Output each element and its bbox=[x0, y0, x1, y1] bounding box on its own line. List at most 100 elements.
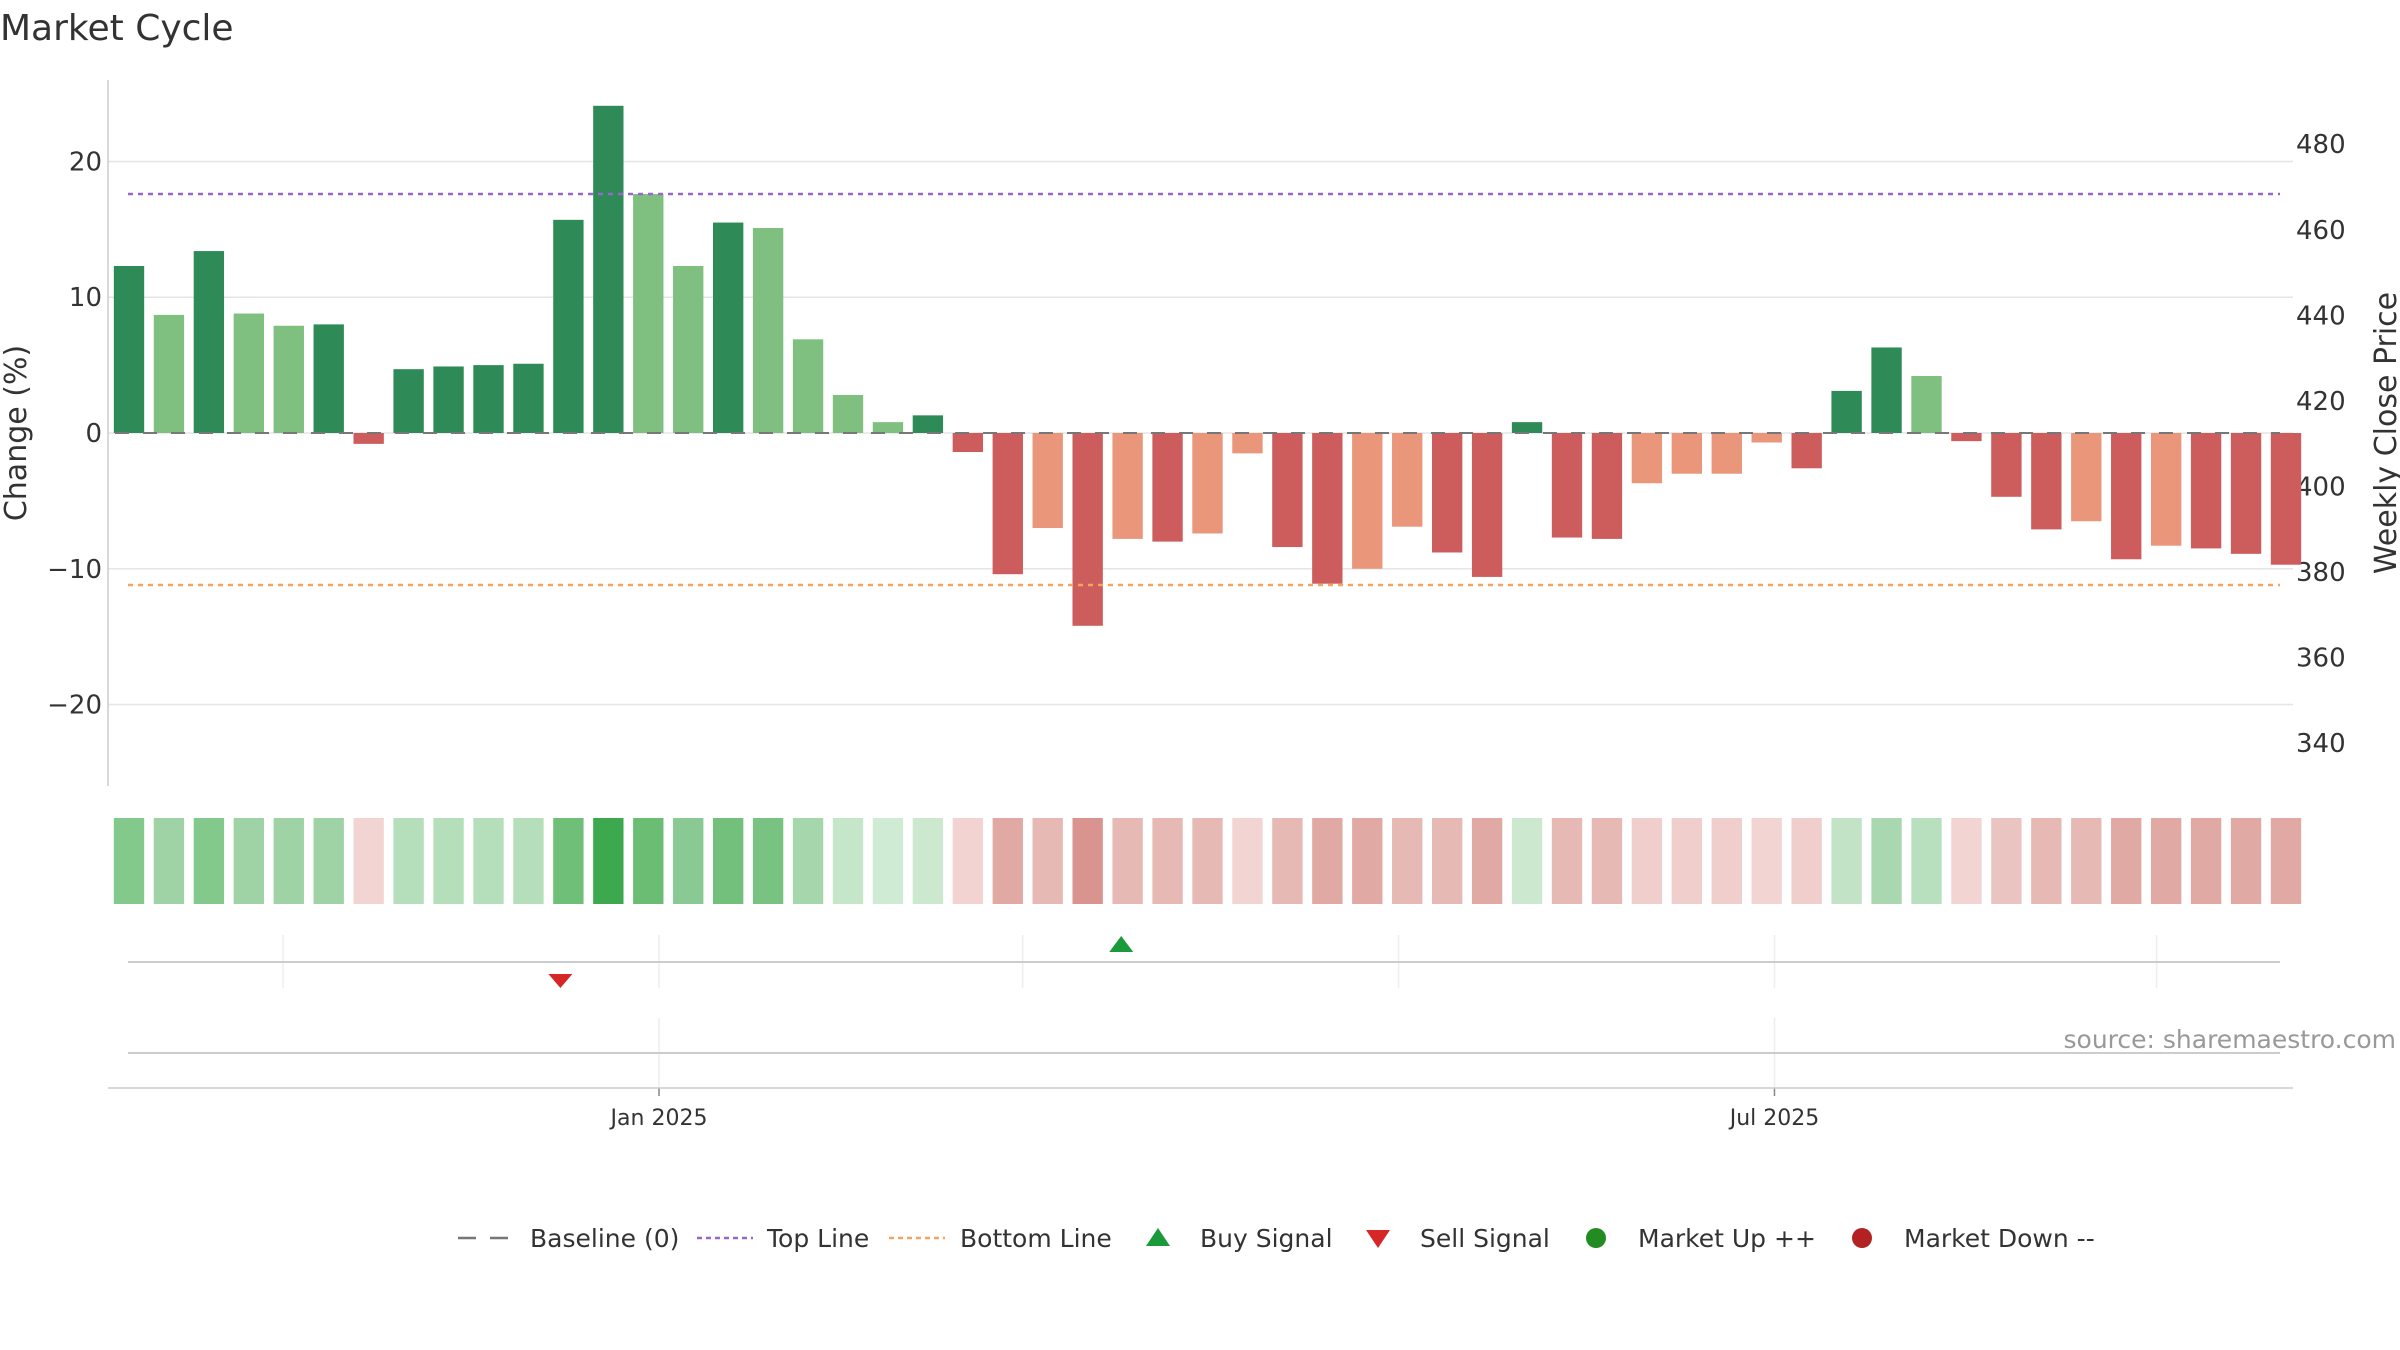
heat-cell bbox=[992, 818, 1023, 904]
bar bbox=[1431, 433, 1463, 553]
heat-cell bbox=[153, 818, 185, 904]
sell-signal-marker bbox=[548, 974, 573, 988]
signal-panel bbox=[128, 935, 2280, 988]
bar bbox=[1192, 433, 1223, 534]
bar bbox=[2270, 433, 2302, 565]
x-tick-label: Jan 2025 bbox=[609, 1106, 708, 1131]
y-right-tick-label: 460 bbox=[2296, 216, 2346, 246]
legend-buy-signal-icon bbox=[1146, 1228, 1170, 1246]
bar bbox=[113, 266, 145, 433]
y-left-tick-label: −10 bbox=[47, 555, 102, 585]
heat-cell bbox=[193, 818, 225, 904]
bar bbox=[2071, 433, 2102, 522]
y-right-tick-label: 400 bbox=[2296, 472, 2346, 502]
y-left-tick-label: 10 bbox=[69, 283, 102, 313]
bar bbox=[1991, 433, 2022, 497]
bar bbox=[1711, 433, 1742, 474]
bar bbox=[233, 313, 265, 433]
heat-cell bbox=[792, 818, 824, 904]
heat-cell bbox=[233, 818, 265, 904]
heat-cell bbox=[1671, 818, 1703, 904]
bar bbox=[153, 314, 185, 433]
heat-cell bbox=[1152, 818, 1183, 904]
bar bbox=[1631, 433, 1663, 484]
bar bbox=[872, 422, 904, 433]
heat-cell bbox=[1991, 818, 2022, 904]
heat-cell bbox=[1272, 818, 1303, 904]
bar bbox=[273, 325, 304, 433]
bottom-panel: source: sharemaestro.com Jan 2025 Jul 202… bbox=[108, 1018, 2396, 1131]
bar bbox=[1072, 433, 1103, 626]
heat-cell bbox=[2150, 818, 2182, 904]
bar bbox=[2150, 433, 2182, 546]
heat-cell bbox=[1032, 818, 1063, 904]
chart-title: Market Cycle bbox=[0, 8, 234, 49]
heat-cell bbox=[433, 818, 464, 904]
heat-cell bbox=[473, 818, 504, 904]
heat-cell bbox=[1232, 818, 1263, 904]
heat-cell bbox=[1951, 818, 1982, 904]
y-left-axis-title: Change (%) bbox=[0, 345, 34, 521]
heat-cell bbox=[353, 818, 384, 904]
heat-cell bbox=[1791, 818, 1822, 904]
heat-cell bbox=[673, 818, 704, 904]
heat-cell bbox=[1871, 818, 1902, 904]
heat-cell bbox=[2270, 818, 2302, 904]
bar bbox=[952, 433, 984, 453]
bar bbox=[2190, 433, 2222, 549]
bar bbox=[1951, 433, 1982, 442]
y-right-tick-label: 380 bbox=[2296, 558, 2346, 588]
bar bbox=[2230, 433, 2262, 554]
heat-cell bbox=[1551, 818, 1583, 904]
heat-cell bbox=[752, 818, 784, 904]
heat-cell bbox=[1831, 818, 1862, 904]
bar bbox=[1591, 433, 1623, 539]
heat-cell bbox=[1631, 818, 1663, 904]
bar bbox=[912, 415, 944, 433]
bar bbox=[513, 363, 544, 433]
bar bbox=[752, 227, 784, 433]
legend-label: Baseline (0) bbox=[530, 1224, 679, 1253]
heat-cell bbox=[633, 818, 664, 904]
heat-cell bbox=[313, 818, 344, 904]
bar bbox=[1791, 433, 1822, 469]
heat-cell bbox=[1911, 818, 1942, 904]
bar bbox=[792, 339, 824, 433]
legend-label: Bottom Line bbox=[960, 1224, 1112, 1253]
bar bbox=[353, 433, 384, 444]
bar bbox=[1232, 433, 1263, 454]
bar bbox=[712, 222, 744, 433]
bar bbox=[553, 219, 584, 433]
bar bbox=[1312, 433, 1343, 584]
bar bbox=[1871, 347, 1902, 433]
heat-cell bbox=[1352, 818, 1383, 904]
bar bbox=[1751, 433, 1782, 443]
heat-cell bbox=[113, 818, 145, 904]
legend-sell-signal-icon bbox=[1366, 1230, 1390, 1248]
heat-cell bbox=[872, 818, 904, 904]
bar bbox=[1671, 433, 1703, 474]
legend-label: Market Down -- bbox=[1904, 1224, 2095, 1253]
y-right-axis-title: Weekly Close Price bbox=[2369, 292, 2400, 574]
heat-cell bbox=[2031, 818, 2062, 904]
buy-signal-marker bbox=[1109, 936, 1134, 952]
heat-cell bbox=[2071, 818, 2102, 904]
bar bbox=[1471, 433, 1503, 577]
bar bbox=[1352, 433, 1383, 569]
heat-cell bbox=[593, 818, 624, 904]
legend-label: Top Line bbox=[766, 1224, 869, 1253]
heat-cell bbox=[1511, 818, 1543, 904]
bar bbox=[1272, 433, 1303, 548]
heat-cell bbox=[393, 818, 424, 904]
y-left-tick-label: −20 bbox=[47, 691, 102, 721]
y-right-tick-label: 420 bbox=[2296, 387, 2346, 417]
legend-market-down-icon bbox=[1852, 1228, 1872, 1248]
legend-market-up-icon bbox=[1586, 1228, 1606, 1248]
heat-cell bbox=[2111, 818, 2142, 904]
heat-cell bbox=[273, 818, 304, 904]
bar bbox=[313, 324, 344, 433]
source-label: source: sharemaestro.com bbox=[2064, 1025, 2397, 1054]
heat-cell bbox=[1392, 818, 1423, 904]
heat-cell bbox=[1192, 818, 1223, 904]
